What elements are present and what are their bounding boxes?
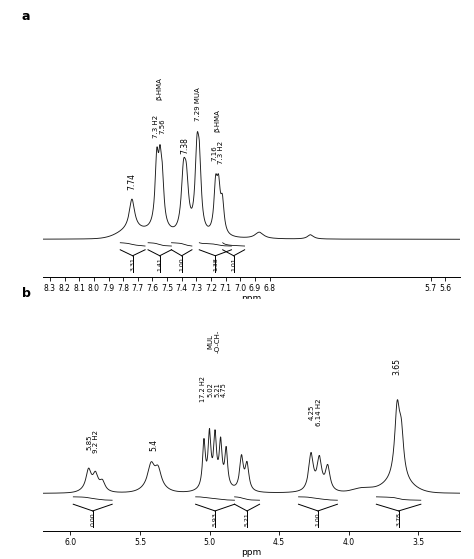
- Text: β-HMA: β-HMA: [156, 77, 162, 100]
- Text: a: a: [22, 10, 30, 23]
- Text: 7.38: 7.38: [180, 137, 189, 154]
- Text: 4.25
6.14 H2: 4.25 6.14 H2: [309, 399, 322, 427]
- Text: 1.00: 1.00: [316, 512, 320, 526]
- Text: 1.38: 1.38: [213, 257, 218, 271]
- Text: 1.00: 1.00: [179, 257, 184, 271]
- Text: 7.29 MUA: 7.29 MUA: [195, 87, 201, 121]
- Text: 7.16
7.3 H2: 7.16 7.3 H2: [211, 141, 224, 164]
- Text: 3.31: 3.31: [130, 257, 135, 271]
- Text: 1.41: 1.41: [157, 257, 162, 271]
- Text: 7.3 H2
7.56: 7.3 H2 7.56: [153, 115, 165, 138]
- Text: 5.85
9.2 H2: 5.85 9.2 H2: [86, 430, 99, 453]
- Text: 17.2 H2
5.02
5.21
4.75: 17.2 H2 5.02 5.21 4.75: [200, 376, 227, 402]
- Text: 5.93: 5.93: [212, 512, 218, 526]
- Text: 3.78: 3.78: [396, 512, 401, 526]
- X-axis label: ppm: ppm: [241, 548, 261, 557]
- Text: 7.74: 7.74: [128, 173, 137, 190]
- Text: 0.00: 0.00: [90, 512, 95, 526]
- Text: 5.21: 5.21: [245, 512, 249, 526]
- Text: 1.01: 1.01: [231, 257, 236, 271]
- Text: 5.4: 5.4: [149, 438, 158, 451]
- Text: β-HMA: β-HMA: [215, 108, 220, 131]
- X-axis label: ppm: ppm: [241, 294, 261, 303]
- Text: b: b: [22, 287, 31, 301]
- Text: MUL
-O-CH-: MUL -O-CH-: [207, 329, 220, 353]
- Text: 3.65: 3.65: [393, 358, 401, 376]
